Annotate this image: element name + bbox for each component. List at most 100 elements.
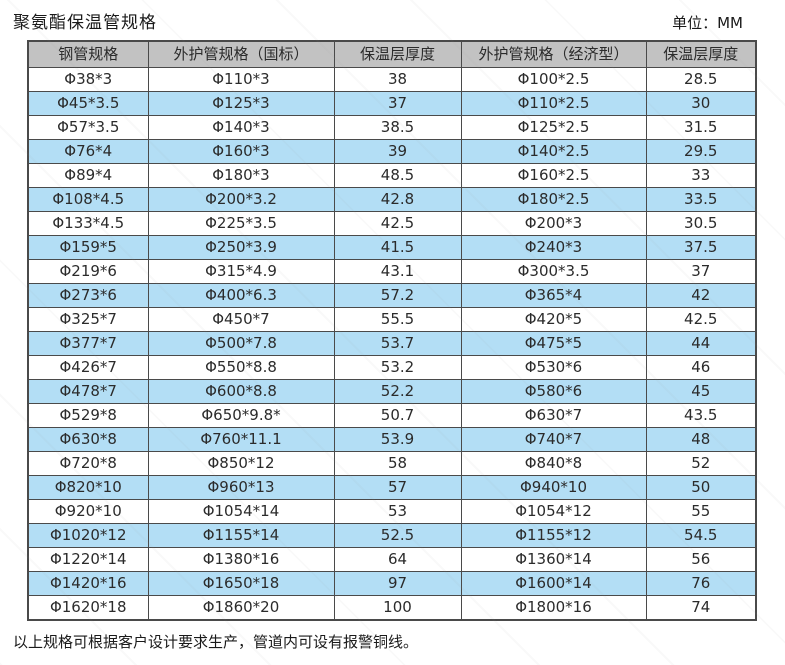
table-cell: Φ100*2.5 <box>460 67 647 92</box>
table-row: Φ45*3.5 Φ125*3 37 Φ110*2.5 30 <box>27 91 757 116</box>
table-cell: Φ475*5 <box>460 331 647 356</box>
table-cell: 48.5 <box>333 163 462 188</box>
table-cell: Φ426*7 <box>27 355 149 380</box>
table-cell: Φ1620*18 <box>27 595 149 621</box>
table-cell: Φ740*7 <box>460 427 647 452</box>
table-cell: 48 <box>645 427 757 452</box>
table-cell: Φ760*11.1 <box>147 427 335 452</box>
table-cell: Φ529*8 <box>27 403 149 428</box>
table-header: 钢管规格 外护管规格（国标） 保温层厚度 外护管规格（经济型） 保温层厚度 <box>27 40 757 68</box>
table-row: Φ630*8 Φ760*11.1 53.9 Φ740*7 48 <box>27 427 757 452</box>
table-cell: Φ1020*12 <box>27 523 149 548</box>
table-cell: Φ1155*12 <box>460 523 647 548</box>
table-row: Φ76*4 Φ160*3 39 Φ140*2.5 29.5 <box>27 139 757 164</box>
table-row: Φ38*3 Φ110*3 38 Φ100*2.5 28.5 <box>27 67 757 92</box>
table-cell: Φ580*6 <box>460 379 647 404</box>
table-cell: Φ920*10 <box>27 499 149 524</box>
table-cell: 100 <box>333 595 462 621</box>
table-cell: Φ160*3 <box>147 139 335 164</box>
table-cell: Φ325*7 <box>27 307 149 332</box>
table-row: Φ1020*12 Φ1155*14 52.5 Φ1155*12 54.5 <box>27 523 757 548</box>
table-cell: Φ850*12 <box>147 451 335 476</box>
table-cell: 41.5 <box>333 235 462 260</box>
table-cell: 43.1 <box>333 259 462 284</box>
table-cell: 29.5 <box>645 139 757 164</box>
table-cell: Φ125*2.5 <box>460 115 647 140</box>
table-row: Φ478*7 Φ600*8.8 52.2 Φ580*6 45 <box>27 379 757 404</box>
footer-note: 以上规格可根据客户设计要求生产，管道内可设有报警铜线。 <box>13 633 419 651</box>
table-cell: 57 <box>333 475 462 500</box>
table-row: Φ426*7 Φ550*8.8 53.2 Φ530*6 46 <box>27 355 757 380</box>
column-header-insulation-thickness: 保温层厚度 <box>333 40 462 68</box>
table-cell: 53 <box>333 499 462 524</box>
table-cell: 37 <box>333 91 462 116</box>
table-cell: Φ180*2.5 <box>460 187 647 212</box>
table-cell: 42.8 <box>333 187 462 212</box>
table-row: Φ159*5 Φ250*3.9 41.5 Φ240*3 37.5 <box>27 235 757 260</box>
table-cell: Φ450*7 <box>147 307 335 332</box>
table-cell: 56 <box>645 547 757 572</box>
table-cell: 30.5 <box>645 211 757 236</box>
table-cell: 52.2 <box>333 379 462 404</box>
table-cell: Φ57*3.5 <box>27 115 149 140</box>
table-cell: Φ315*4.9 <box>147 259 335 284</box>
table-row: Φ273*6 Φ400*6.3 57.2 Φ365*4 42 <box>27 283 757 308</box>
page-header: 聚氨酯保温管规格 单位：MM <box>0 0 785 40</box>
table-cell: 55.5 <box>333 307 462 332</box>
table-cell: 31.5 <box>645 115 757 140</box>
table-cell: Φ140*3 <box>147 115 335 140</box>
spec-table: 钢管规格 外护管规格（国标） 保温层厚度 外护管规格（经济型） 保温层厚度 Φ3… <box>27 40 757 621</box>
table-cell: Φ1600*14 <box>460 571 647 596</box>
column-header-steel-pipe-spec: 钢管规格 <box>27 40 149 68</box>
table-cell: 42.5 <box>333 211 462 236</box>
table-row: Φ1420*16 Φ1650*18 97 Φ1600*14 76 <box>27 571 757 596</box>
table-cell: Φ89*4 <box>27 163 149 188</box>
page-title: 聚氨酯保温管规格 <box>13 13 157 33</box>
table-cell: Φ600*8.8 <box>147 379 335 404</box>
table-cell: Φ225*3.5 <box>147 211 335 236</box>
table-cell: Φ1220*14 <box>27 547 149 572</box>
table-cell: Φ1800*16 <box>460 595 647 621</box>
table-cell: Φ400*6.3 <box>147 283 335 308</box>
table-cell: Φ420*5 <box>460 307 647 332</box>
table-cell: 39 <box>333 139 462 164</box>
column-header-outer-pipe-national: 外护管规格（国标） <box>147 40 335 68</box>
table-cell: 53.2 <box>333 355 462 380</box>
table-cell: Φ630*7 <box>460 403 647 428</box>
table-cell: 33 <box>645 163 757 188</box>
table-cell: 46 <box>645 355 757 380</box>
table-cell: 42 <box>645 283 757 308</box>
table-cell: 52 <box>645 451 757 476</box>
table-cell: Φ45*3.5 <box>27 91 149 116</box>
table-cell: Φ240*3 <box>460 235 647 260</box>
table-cell: 33.5 <box>645 187 757 212</box>
table-cell: Φ160*2.5 <box>460 163 647 188</box>
table-cell: 38 <box>333 67 462 92</box>
table-cell: Φ219*6 <box>27 259 149 284</box>
table-cell: Φ377*7 <box>27 331 149 356</box>
table-cell: Φ840*8 <box>460 451 647 476</box>
table-row: Φ1620*18 Φ1860*20 100 Φ1800*16 74 <box>27 595 757 621</box>
table-cell: Φ300*3.5 <box>460 259 647 284</box>
table-cell: Φ550*8.8 <box>147 355 335 380</box>
table-cell: 55 <box>645 499 757 524</box>
table-row: Φ1220*14 Φ1380*16 64 Φ1360*14 56 <box>27 547 757 572</box>
table-cell: Φ1054*12 <box>460 499 647 524</box>
table-row: Φ325*7 Φ450*7 55.5 Φ420*5 42.5 <box>27 307 757 332</box>
table-header-row: 钢管规格 外护管规格（国标） 保温层厚度 外护管规格（经济型） 保温层厚度 <box>27 40 757 68</box>
table-cell: Φ38*3 <box>27 67 149 92</box>
table-cell: Φ500*7.8 <box>147 331 335 356</box>
column-header-insulation-thickness-2: 保温层厚度 <box>645 40 757 68</box>
table-cell: Φ76*4 <box>27 139 149 164</box>
table-cell: 44 <box>645 331 757 356</box>
table-cell: Φ110*3 <box>147 67 335 92</box>
table-cell: 30 <box>645 91 757 116</box>
table-cell: Φ1860*20 <box>147 595 335 621</box>
table-cell: Φ200*3 <box>460 211 647 236</box>
table-cell: 28.5 <box>645 67 757 92</box>
table-cell: Φ960*13 <box>147 475 335 500</box>
table-row: Φ219*6 Φ315*4.9 43.1 Φ300*3.5 37 <box>27 259 757 284</box>
table-cell: Φ720*8 <box>27 451 149 476</box>
table-cell: 53.7 <box>333 331 462 356</box>
table-cell: Φ273*6 <box>27 283 149 308</box>
